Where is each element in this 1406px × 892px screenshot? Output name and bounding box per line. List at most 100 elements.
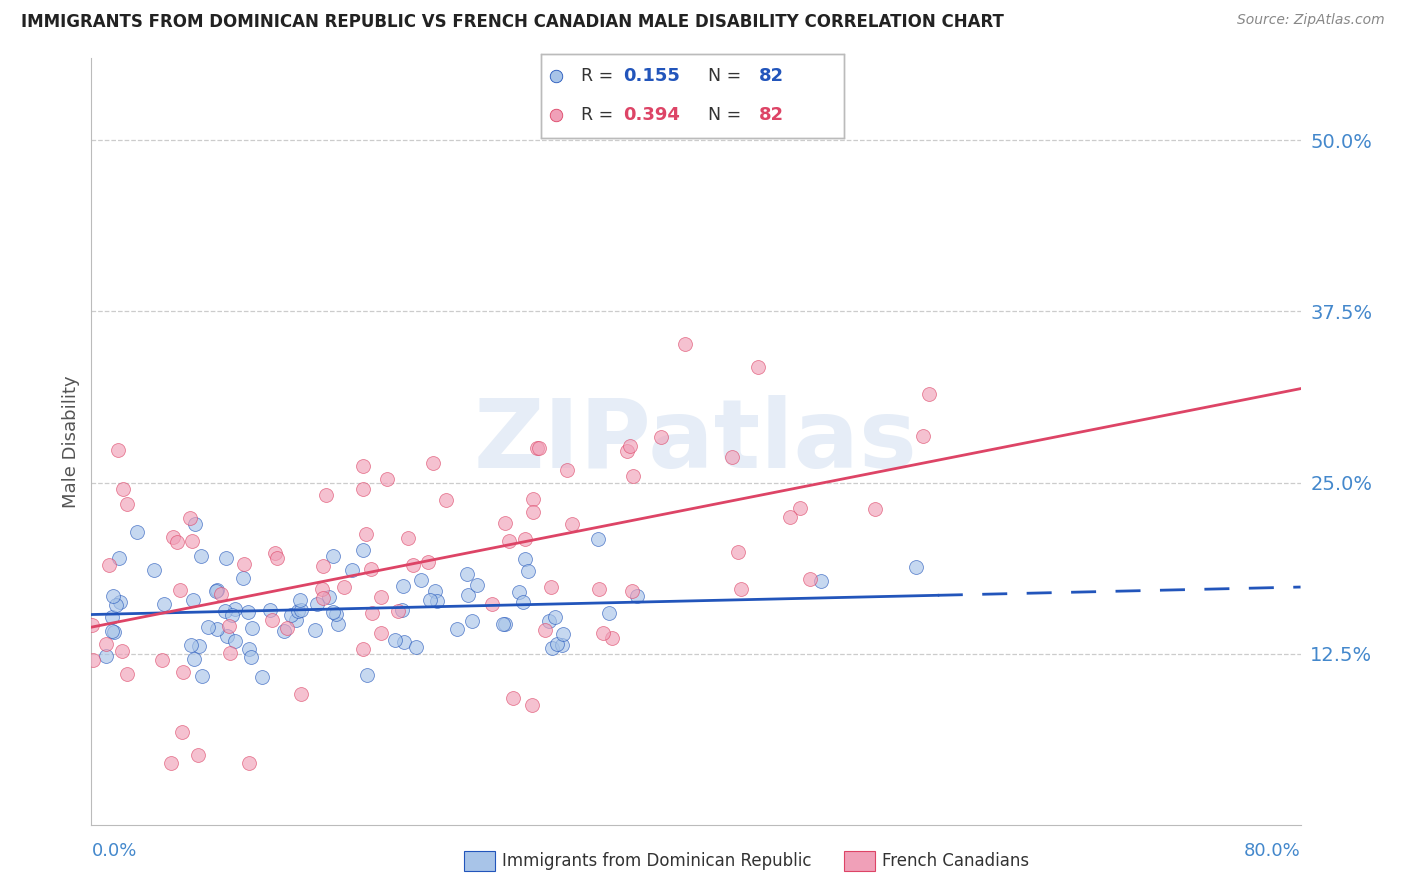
Point bbox=[512, 594, 534, 608]
Point bbox=[240, 621, 263, 635]
Point bbox=[108, 551, 131, 566]
Point bbox=[238, 642, 260, 657]
Point bbox=[352, 543, 374, 558]
Point bbox=[105, 599, 128, 613]
Point bbox=[238, 756, 260, 771]
Point bbox=[495, 516, 517, 530]
Point bbox=[517, 564, 540, 578]
Point bbox=[498, 533, 520, 548]
Point bbox=[387, 604, 409, 618]
Point bbox=[392, 579, 415, 593]
Point bbox=[180, 638, 202, 652]
Point bbox=[863, 502, 886, 516]
Point bbox=[179, 511, 201, 525]
Point bbox=[918, 387, 941, 401]
Text: 82: 82 bbox=[759, 68, 785, 86]
Point bbox=[730, 582, 752, 596]
Point bbox=[546, 636, 568, 650]
Text: 80.0%: 80.0% bbox=[1244, 841, 1301, 860]
Point bbox=[384, 633, 406, 648]
Point bbox=[328, 617, 350, 632]
Point bbox=[183, 652, 205, 666]
Point bbox=[101, 590, 124, 604]
Point bbox=[333, 580, 356, 594]
Point bbox=[260, 613, 283, 627]
Text: French Canadians: French Canadians bbox=[882, 852, 1029, 870]
Point bbox=[423, 583, 446, 598]
Point bbox=[315, 488, 337, 502]
Point bbox=[540, 641, 562, 656]
Point bbox=[522, 505, 544, 519]
Text: R =: R = bbox=[581, 106, 619, 124]
Point bbox=[422, 456, 444, 470]
Point bbox=[305, 598, 328, 612]
Text: 0.394: 0.394 bbox=[623, 106, 681, 124]
Point bbox=[205, 583, 228, 598]
Text: N =: N = bbox=[707, 106, 747, 124]
Point bbox=[342, 563, 364, 577]
Text: Immigrants from Dominican Republic: Immigrants from Dominican Republic bbox=[502, 852, 811, 870]
Text: 0.155: 0.155 bbox=[623, 68, 681, 86]
Point bbox=[370, 590, 392, 604]
Point bbox=[101, 609, 124, 624]
Point bbox=[354, 526, 377, 541]
Point bbox=[232, 558, 254, 572]
Point bbox=[502, 690, 524, 705]
Point bbox=[82, 653, 104, 667]
Point bbox=[588, 582, 610, 596]
Point bbox=[322, 549, 344, 564]
Point bbox=[911, 428, 934, 442]
Point bbox=[318, 590, 340, 604]
Point bbox=[720, 450, 742, 464]
Point bbox=[304, 624, 326, 638]
Point bbox=[352, 642, 374, 657]
Point bbox=[273, 624, 295, 639]
Point bbox=[205, 622, 228, 636]
Point bbox=[904, 560, 927, 574]
Point bbox=[529, 441, 551, 455]
Point bbox=[191, 669, 214, 683]
Point bbox=[426, 594, 449, 608]
Point bbox=[103, 624, 125, 639]
Point bbox=[250, 670, 273, 684]
Point bbox=[162, 531, 184, 545]
Point bbox=[221, 608, 243, 623]
Point bbox=[224, 634, 246, 648]
Point bbox=[264, 546, 287, 560]
Point bbox=[409, 574, 432, 588]
Point bbox=[391, 602, 413, 616]
Point bbox=[616, 444, 638, 458]
Point bbox=[290, 687, 312, 701]
Point bbox=[218, 619, 240, 633]
Point bbox=[143, 564, 166, 578]
Point bbox=[540, 580, 562, 594]
Text: N =: N = bbox=[707, 68, 747, 86]
Point bbox=[401, 558, 423, 572]
Point bbox=[325, 607, 347, 621]
Point bbox=[626, 589, 648, 603]
Point bbox=[108, 595, 131, 609]
Text: ZIPatlas: ZIPatlas bbox=[474, 395, 918, 488]
Text: R =: R = bbox=[581, 68, 619, 86]
Text: IMMIGRANTS FROM DOMINICAN REPUBLIC VS FRENCH CANADIAN MALE DISABILITY CORRELATIO: IMMIGRANTS FROM DOMINICAN REPUBLIC VS FR… bbox=[21, 13, 1004, 31]
Point bbox=[522, 491, 544, 506]
Point bbox=[111, 482, 134, 496]
Point bbox=[520, 698, 543, 713]
Point bbox=[218, 646, 240, 660]
Point bbox=[236, 605, 259, 619]
Point bbox=[551, 638, 574, 652]
Point bbox=[392, 635, 415, 649]
Point bbox=[592, 626, 614, 640]
Point bbox=[259, 602, 281, 616]
Point bbox=[152, 653, 174, 667]
Point bbox=[356, 667, 378, 681]
Point bbox=[96, 648, 118, 663]
Point bbox=[107, 442, 129, 457]
Point bbox=[205, 583, 228, 598]
Point bbox=[311, 582, 333, 596]
Point bbox=[184, 516, 207, 531]
Y-axis label: Male Disability: Male Disability bbox=[62, 376, 80, 508]
Point bbox=[285, 613, 308, 627]
Point bbox=[160, 756, 183, 771]
Point bbox=[810, 574, 832, 589]
